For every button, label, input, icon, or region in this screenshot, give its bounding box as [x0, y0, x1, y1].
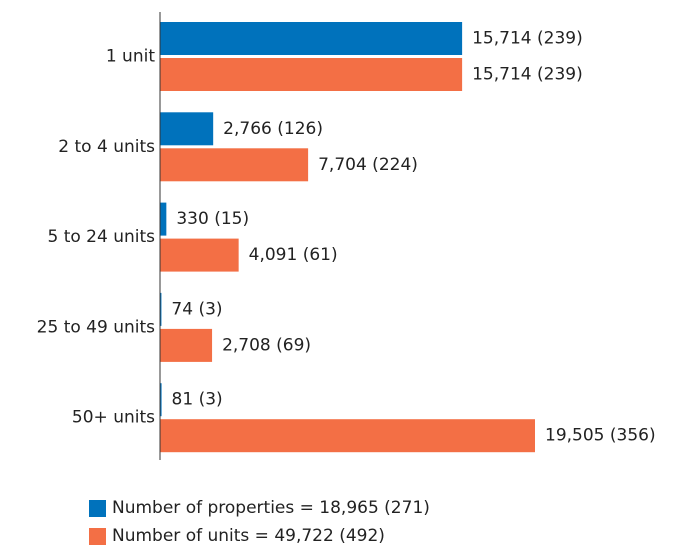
legend-label: Number of units = 49,722 (492) [112, 526, 385, 546]
value-label: 2,708 (69) [222, 335, 311, 355]
category-label: 1 unit [106, 47, 155, 67]
legend-swatch [89, 528, 106, 545]
bar [160, 292, 162, 326]
value-label: 15,714 (239) [472, 65, 583, 85]
category-label: 50+ units [72, 408, 155, 428]
value-label: 2,766 (126) [223, 119, 323, 139]
bar [160, 148, 309, 182]
bar [160, 419, 535, 453]
category-label: 25 to 49 units [37, 317, 155, 337]
value-label: 4,091 (61) [249, 245, 338, 265]
value-label: 81 (3) [172, 390, 223, 410]
category-label: 2 to 4 units [58, 137, 155, 157]
legend-label: Number of properties = 18,965 (271) [112, 498, 430, 518]
value-label: 330 (15) [176, 209, 249, 229]
bar [160, 238, 239, 272]
bar [160, 328, 213, 362]
bar [160, 58, 463, 91]
bar [160, 202, 167, 236]
value-label: 15,714 (239) [472, 29, 583, 49]
value-label: 7,704 (224) [318, 155, 418, 175]
value-label: 74 (3) [171, 299, 222, 319]
bar [160, 112, 214, 146]
bar [160, 22, 463, 55]
category-label: 5 to 24 units [47, 227, 155, 247]
legend-swatch [89, 500, 106, 517]
value-label: 19,505 (356) [545, 426, 656, 446]
bar [160, 383, 162, 417]
